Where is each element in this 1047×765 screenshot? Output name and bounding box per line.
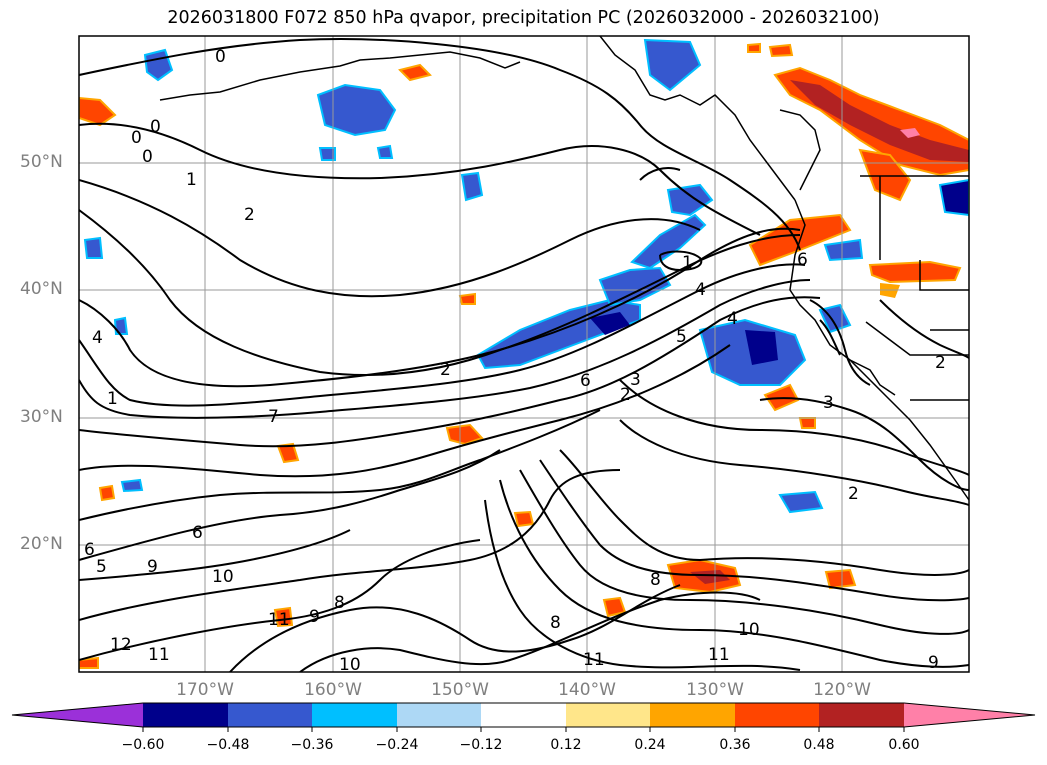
- lat-label-50n: 50°N: [20, 152, 63, 172]
- contour-label: 2: [848, 484, 859, 504]
- colorbar-tick-label: −0.24: [375, 737, 419, 753]
- contour-label: 6: [797, 250, 808, 270]
- colorbar-tick-label: −0.48: [206, 737, 250, 753]
- contour-label: 11: [583, 650, 605, 670]
- contour-label: 2: [620, 385, 631, 405]
- colorbar-segment: [566, 703, 650, 727]
- coastlines: [159, 36, 969, 501]
- colorbar-segment: [397, 703, 481, 727]
- colorbar-tick-label: 0.12: [550, 737, 582, 753]
- colorbar-segment: [312, 703, 397, 727]
- colorbar-tick-label: 0.60: [888, 737, 920, 753]
- contour-label: 6: [580, 371, 591, 391]
- plot-frame: [78, 35, 970, 673]
- lon-label-140w: 140°W: [558, 680, 616, 700]
- lon-label-150w: 150°W: [431, 680, 489, 700]
- contour-label: 11: [708, 645, 730, 665]
- lat-label-20n: 20°N: [20, 534, 63, 554]
- map-plot-area: 0 0 0 0 1 2 2 1 4 5 4 6 3 2 6 7 4 1 3 2 …: [79, 36, 969, 675]
- lon-label-120w: 120°W: [813, 680, 871, 700]
- contour-label: 5: [676, 327, 687, 347]
- contour-label: 8: [334, 593, 345, 613]
- contour-label: 1: [682, 253, 693, 273]
- contour-label: 2: [244, 205, 255, 225]
- contour-label: 9: [147, 557, 158, 577]
- contour-label: 12: [110, 635, 132, 655]
- contour-label: 2: [440, 360, 451, 380]
- contour-label: 8: [650, 570, 661, 590]
- contour-label: 4: [92, 328, 103, 348]
- contour-label: 0: [142, 147, 153, 167]
- contour-label: 11: [268, 610, 290, 630]
- lon-label-170w: 170°W: [176, 680, 234, 700]
- contour-label: 0: [131, 128, 142, 148]
- contour-label: 1: [186, 170, 197, 190]
- lat-label-30n: 30°N: [20, 407, 63, 427]
- contour-label: 9: [928, 653, 939, 673]
- colorbar-tick-label: 0.48: [803, 737, 835, 753]
- contour-label: 2: [935, 353, 946, 373]
- contour-label: 0: [215, 47, 226, 67]
- contour-label: 11: [148, 645, 170, 665]
- contour-label: 0: [150, 117, 161, 137]
- contour-label: 5: [96, 557, 107, 577]
- lon-label-160w: 160°W: [304, 680, 362, 700]
- colorbar-tick-label: −0.36: [290, 737, 334, 753]
- colorbar-segment: [481, 703, 566, 727]
- contour-label: 3: [823, 393, 834, 413]
- colorbar-tick-label: −0.60: [121, 737, 165, 753]
- contour-label: 7: [268, 407, 279, 427]
- contour-label: 10: [738, 620, 760, 640]
- contour-label: 3: [630, 370, 641, 390]
- contour-label: 9: [309, 607, 320, 627]
- contour-label: 6: [192, 523, 203, 543]
- colorbar-tick-label: 0.36: [719, 737, 751, 753]
- lat-label-40n: 40°N: [20, 279, 63, 299]
- colorbar-segment: [819, 703, 904, 727]
- graticule: [79, 36, 969, 672]
- qvapor-contours: [79, 38, 969, 672]
- colorbar: [11, 702, 1036, 732]
- map-title: 2026031800 F072 850 hPa qvapor, precipit…: [167, 8, 880, 28]
- colorbar-extend-low: [12, 703, 143, 727]
- contour-label: 1: [107, 389, 118, 409]
- colorbar-segment: [228, 703, 312, 727]
- contour-label: 4: [727, 309, 738, 329]
- contour-label: 6: [84, 540, 95, 560]
- colorbar-segment: [650, 703, 735, 727]
- colorbar-tick-label: 0.24: [634, 737, 666, 753]
- contour-label: 10: [212, 567, 234, 587]
- colorbar-segment: [735, 703, 819, 727]
- contour-label: 4: [695, 280, 706, 300]
- colorbar-extend-high: [904, 703, 1035, 727]
- contour-label: 8: [550, 613, 561, 633]
- colorbar-segment: [143, 703, 228, 727]
- colorbar-tick-label: −0.12: [459, 737, 503, 753]
- contour-label: 10: [339, 655, 361, 675]
- contour-labels: 0 0 0 0 1 2 2 1 4 5 4 6 3 2 6 7 4 1 3 2 …: [84, 47, 946, 675]
- lon-label-130w: 130°W: [686, 680, 744, 700]
